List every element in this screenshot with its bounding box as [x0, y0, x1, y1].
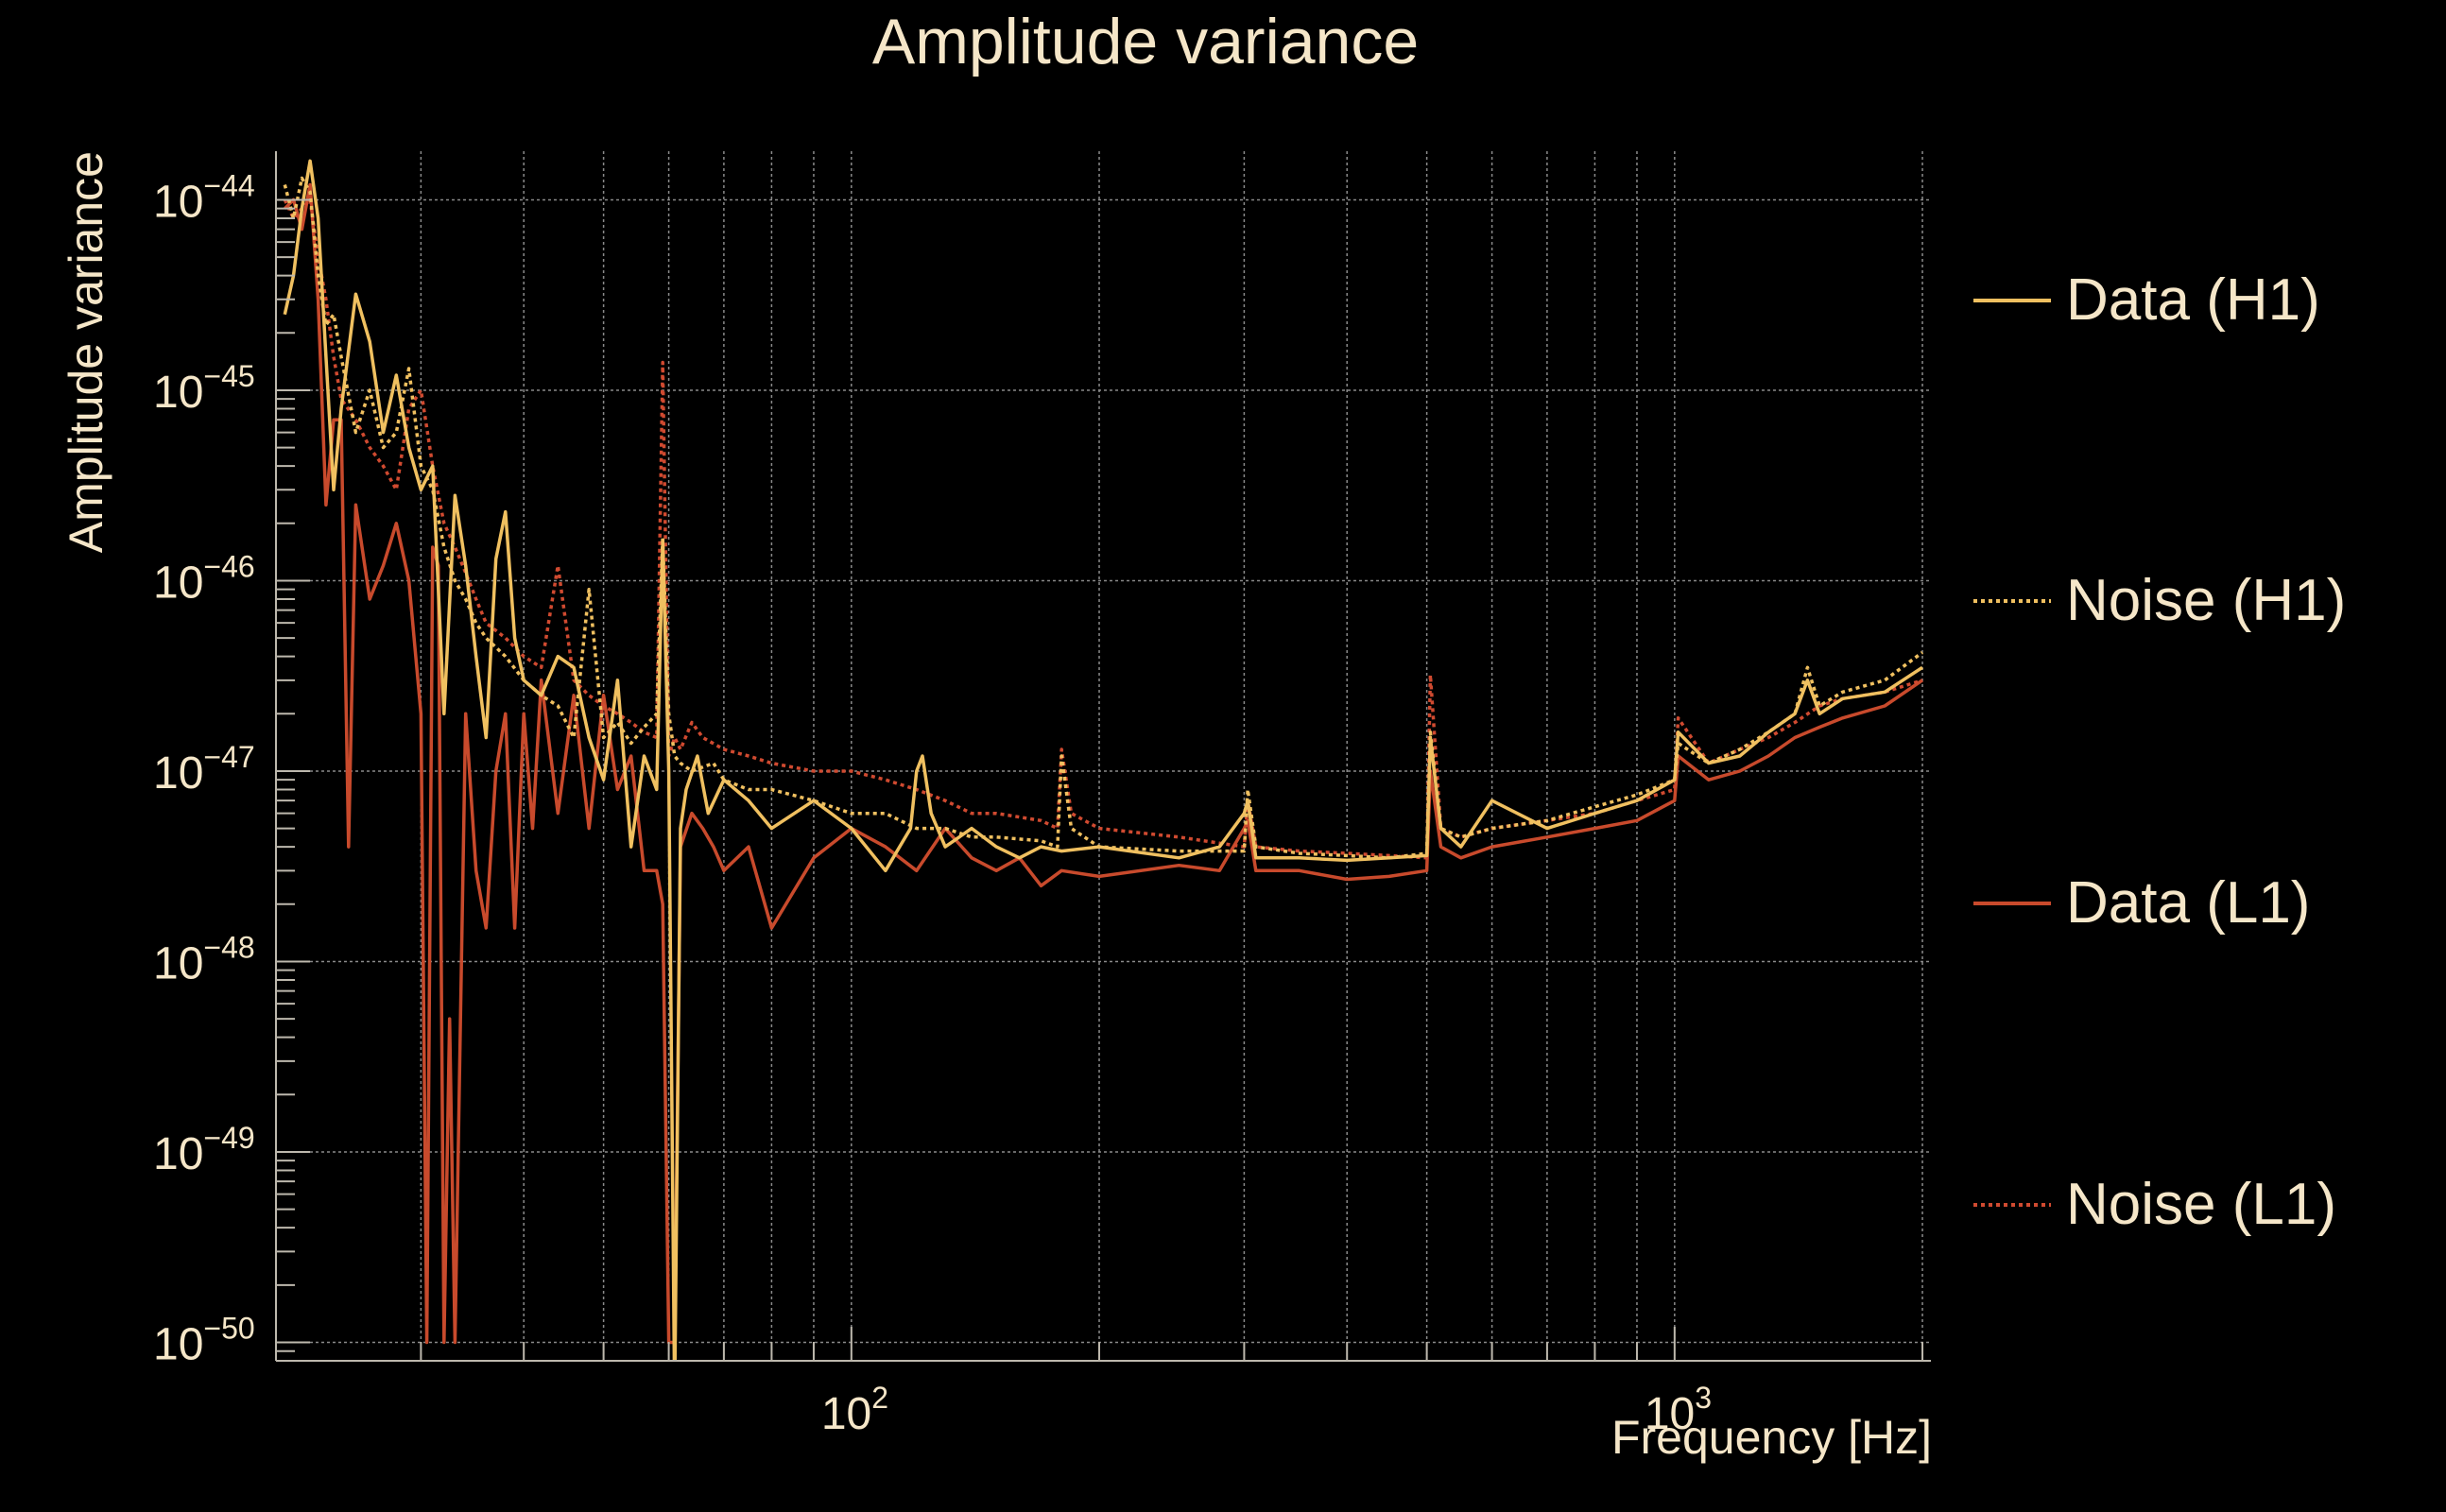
chart-title: Amplitude variance [872, 6, 1419, 77]
tick-labels: 10−44 10−45 10−46 10−47 10−48 10−49 10−50 102 10… [153, 168, 1712, 1439]
series-line-data-h1 [283, 159, 1923, 1361]
legend-label: Noise (L1) [2066, 1172, 2336, 1237]
legend-label: Data (H1) [2066, 267, 2320, 333]
y-tick-label: 10−47 [153, 740, 255, 799]
plot-area [283, 159, 1924, 1361]
legend-label: Noise (H1) [2066, 568, 2346, 633]
y-tick-label: 10−49 [153, 1121, 255, 1179]
y-tick-label: 10−48 [153, 930, 255, 988]
x-axis-label: Frequency [Hz] [1611, 1411, 1932, 1464]
grid [276, 151, 1931, 1361]
y-tick-label: 10−44 [153, 168, 255, 227]
legend-label: Data (L1) [2066, 870, 2310, 936]
x-tick-label: 103 [1645, 1381, 1712, 1439]
y-axis-label: Amplitude variance [60, 151, 112, 553]
y-tick-label: 10−46 [153, 549, 255, 608]
legend: Data (H1) Noise (H1) Data (L1) Noise (L1) [1973, 267, 2346, 1237]
y-tick-label: 10−50 [153, 1311, 255, 1369]
axes [275, 151, 1931, 1362]
series-line-noise-l1 [283, 198, 1923, 860]
y-tick-label: 10−45 [153, 359, 255, 418]
x-tick-label: 102 [821, 1381, 888, 1439]
series-line-noise-h1 [283, 176, 1924, 860]
series-line-data-l1 [284, 182, 1923, 1345]
